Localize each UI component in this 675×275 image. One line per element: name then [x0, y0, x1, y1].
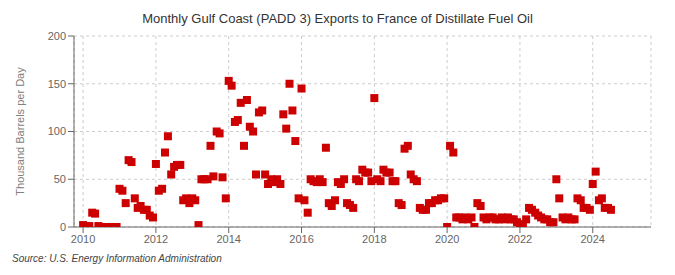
svg-text:2022: 2022 [508, 233, 532, 245]
svg-text:200: 200 [48, 30, 66, 42]
svg-text:2012: 2012 [144, 233, 168, 245]
svg-text:100: 100 [48, 125, 66, 137]
html-text:Monthly Gulf Coast (PADD 3) Ex: Monthly Gulf Coast (PADD 3) Exports to F… [142, 11, 533, 26]
svg-text:0: 0 [60, 221, 66, 233]
html-text:Source: U.S. Energy Informatio: Source: U.S. Energy Information Administ… [12, 253, 222, 264]
svg-text:Thousand Barrels per Day: Thousand Barrels per Day [14, 67, 26, 196]
svg-text:2020: 2020 [435, 233, 459, 245]
svg-text:2016: 2016 [289, 233, 313, 245]
svg-text:2024: 2024 [581, 233, 605, 245]
svg-text:2014: 2014 [216, 233, 240, 245]
svg-text:50: 50 [54, 173, 66, 185]
svg-text:2018: 2018 [362, 233, 386, 245]
svg-text:2010: 2010 [71, 233, 95, 245]
svg-text:150: 150 [48, 78, 66, 90]
